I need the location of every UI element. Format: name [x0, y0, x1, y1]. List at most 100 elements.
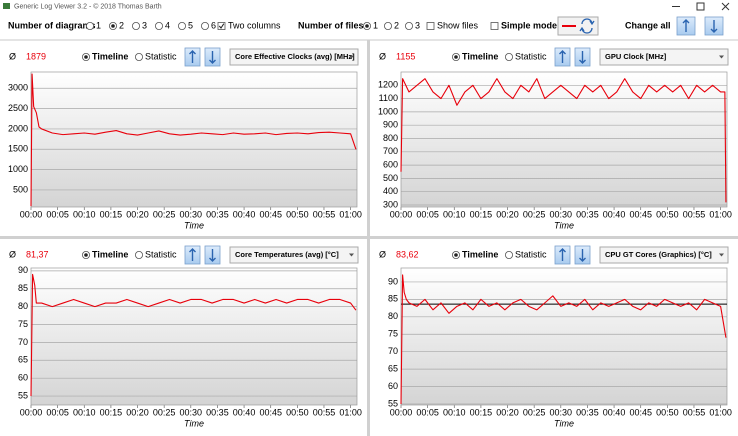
plot-frame	[30, 267, 358, 406]
view-option: Timeline	[462, 249, 498, 259]
sensor-dropdown[interactable]	[229, 246, 359, 264]
x-axis-title: Time	[184, 418, 204, 428]
app-icon	[3, 3, 10, 9]
x-tick-label: 00:05	[46, 209, 69, 219]
x-tick-label: 00:55	[683, 209, 706, 219]
x-tick-label: 00:25	[523, 407, 546, 417]
sensor-name: CPU GT Cores (Graphics) [°C]	[605, 250, 712, 259]
move-up-button-icon	[189, 50, 196, 63]
diagram-count-option: 2	[119, 20, 124, 30]
x-tick-label: 00:35	[576, 407, 599, 417]
x-tick-label: 00:35	[576, 209, 599, 219]
diagram-count-option: 3	[142, 20, 147, 30]
avg-symbol: Ø	[379, 249, 386, 259]
y-tick-label: 2500	[8, 103, 28, 113]
view-radio[interactable]	[134, 250, 143, 259]
x-tick-label: 00:00	[390, 407, 413, 417]
x-tick-label: 00:30	[550, 407, 573, 417]
files-label: Number of files	[298, 20, 364, 30]
y-tick-label: 1200	[378, 80, 398, 90]
show-files-label: Show files	[437, 20, 479, 30]
x-tick-label: 00:15	[470, 209, 493, 219]
y-tick-label: 60	[388, 381, 398, 391]
diagram-count-radio-dot	[111, 24, 115, 28]
x-tick-label: 00:20	[126, 209, 149, 219]
x-tick-label: 00:50	[286, 407, 309, 417]
file-count-radio[interactable]	[383, 21, 392, 30]
two-columns-checkbox[interactable]	[217, 22, 226, 30]
sensor-dropdown[interactable]	[229, 48, 359, 66]
x-tick-label: 00:20	[496, 407, 519, 417]
x-tick-label: 00:20	[496, 209, 519, 219]
show-files-checkbox[interactable]	[426, 22, 435, 30]
y-tick-label: 65	[388, 363, 398, 373]
sensor-name: GPU Clock [MHz]	[605, 52, 667, 61]
diagram-count-radio[interactable]	[200, 21, 209, 30]
view-option: Timeline	[92, 249, 128, 259]
window-title: Generic Log Viewer 3.2 - © 2018 Thomas B…	[14, 2, 162, 10]
x-tick-label: 00:50	[656, 209, 679, 219]
y-tick-label: 55	[388, 398, 398, 408]
y-tick-label: 75	[388, 329, 398, 339]
x-axis-title: Time	[554, 220, 574, 230]
y-tick-label: 1100	[379, 93, 398, 103]
diagram-count-radio[interactable]	[154, 21, 163, 30]
y-tick-label: 1000	[8, 164, 28, 174]
move-up-button-icon	[559, 50, 566, 63]
view-radio-dot	[454, 55, 458, 59]
x-axis-title: Time	[184, 220, 204, 230]
view-radio[interactable]	[504, 250, 513, 259]
sensor-dropdown[interactable]	[599, 246, 729, 264]
x-tick-label: 00:05	[46, 407, 69, 417]
diagram-count-option: 4	[165, 20, 170, 30]
y-tick-label: 300	[383, 199, 398, 209]
x-axis-title: Time	[554, 418, 574, 428]
view-option: Statistic	[145, 249, 177, 259]
simple-mode-label: Simple mode	[501, 20, 557, 30]
file-count-radio[interactable]	[404, 21, 413, 30]
y-tick-label: 85	[388, 294, 398, 304]
avg-value: 1155	[396, 51, 415, 61]
view-radio[interactable]	[134, 53, 143, 62]
file-count-option: 2	[394, 20, 399, 30]
x-tick-label: 00:15	[100, 407, 123, 417]
file-count-option: 3	[415, 20, 420, 30]
maximize-button[interactable]	[696, 2, 705, 11]
x-tick-label: 01:00	[709, 407, 732, 417]
move-down-button-icon	[579, 51, 586, 64]
y-tick-label: 1500	[8, 144, 28, 154]
x-tick-label: 00:10	[443, 407, 466, 417]
x-tick-label: 00:10	[443, 209, 466, 219]
simple-mode-checkbox[interactable]	[490, 22, 499, 30]
view-option: Statistic	[515, 51, 547, 61]
plot-frame	[400, 71, 728, 208]
sensor-dropdown[interactable]	[599, 48, 729, 66]
x-tick-label: 00:50	[656, 407, 679, 417]
y-tick-label: 400	[383, 186, 398, 196]
diagram-count-radio[interactable]	[131, 21, 140, 30]
x-tick-label: 00:00	[390, 209, 413, 219]
move-down-button-icon	[579, 249, 586, 262]
diagram-count-radio[interactable]	[86, 21, 95, 30]
row-splitter[interactable]	[0, 236, 738, 239]
file-count-option: 1	[373, 20, 378, 30]
close-button[interactable]	[721, 2, 730, 11]
x-tick-label: 00:30	[180, 209, 203, 219]
view-radio-dot	[84, 55, 88, 59]
dropdown-arrow	[349, 253, 354, 257]
y-tick-label: 70	[388, 346, 398, 356]
view-radio[interactable]	[504, 53, 513, 62]
line-style-button[interactable]	[557, 16, 599, 36]
diagram-count-radio[interactable]	[177, 21, 186, 30]
y-tick-label: 80	[388, 311, 398, 321]
plot-area	[401, 72, 727, 207]
x-tick-label: 00:30	[180, 407, 203, 417]
diagram-count-option: 6	[211, 20, 216, 30]
y-tick-label: 2000	[8, 123, 28, 133]
x-tick-label: 00:40	[233, 209, 256, 219]
change-all-up-button-icon	[682, 19, 690, 32]
x-tick-label: 00:40	[603, 209, 626, 219]
y-tick-label: 70	[18, 337, 28, 347]
change-all-label: Change all	[625, 20, 671, 30]
sensor-name: Core Effective Clocks (avg) [MHz]	[235, 52, 355, 61]
